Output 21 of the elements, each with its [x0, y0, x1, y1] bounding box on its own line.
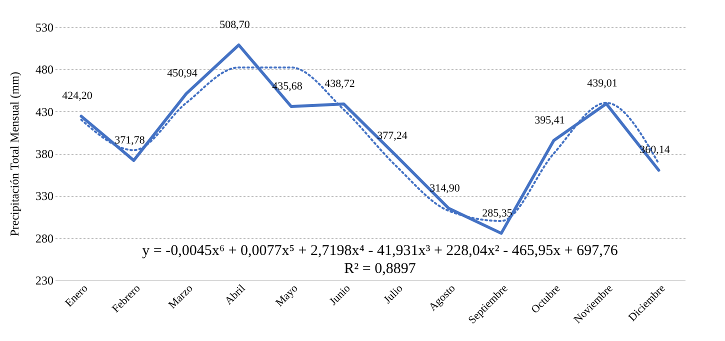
- y-axis-title: Precipitación Total Mensual (mm): [8, 72, 22, 236]
- data-label: 377,24: [377, 130, 408, 142]
- y-tick-label: 430: [36, 104, 54, 119]
- data-label: 285,35: [482, 207, 513, 220]
- y-tick-label: 280: [36, 231, 54, 246]
- data-label: 450,94: [167, 68, 198, 80]
- data-label: 314,90: [430, 182, 460, 194]
- y-tick-label: 380: [36, 147, 54, 161]
- data-label: 508,70: [220, 18, 250, 31]
- annotation: R² = 0,8897: [344, 261, 416, 277]
- data-label: 438,72: [324, 78, 355, 90]
- x-tick-label: Julio: [382, 282, 406, 306]
- y-tick-label: 230: [36, 274, 54, 288]
- data-label: 395,41: [534, 114, 565, 127]
- data-label: 424,20: [62, 90, 93, 102]
- y-tick-label: 480: [36, 62, 54, 77]
- data-label: 439,01: [587, 78, 618, 90]
- annotation: y = -0,0045x⁶ + 0,0077x⁵ + 2,7198x⁴ - 41,931x³ + 228,04x² - 465,95x + 697,76: [142, 243, 618, 259]
- data-label: 371,78: [114, 134, 146, 146]
- y-tick-label: 530: [36, 20, 54, 34]
- y-tick-label: 330: [36, 189, 54, 204]
